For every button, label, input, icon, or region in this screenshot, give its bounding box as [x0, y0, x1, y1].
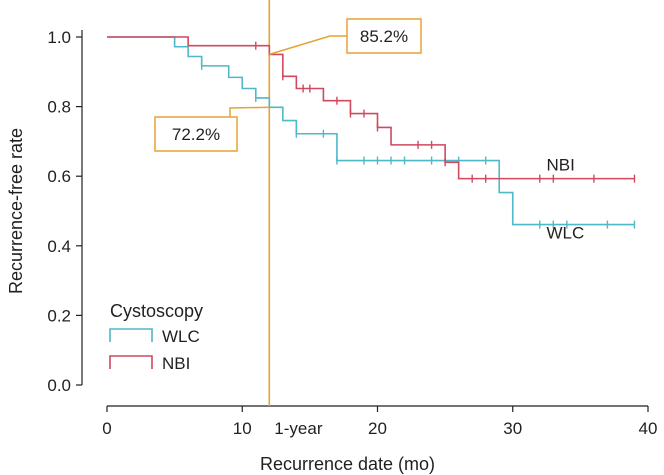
- wlc-callout-box: [154, 116, 238, 152]
- y-tick-label: 0.2: [47, 306, 71, 325]
- y-tick-label: 0.6: [47, 167, 71, 186]
- x-axis-title: Recurrence date (mo): [260, 454, 435, 474]
- nbi-callout-box: [346, 18, 422, 54]
- wlc-callout-leader: [229, 106, 270, 117]
- y-tick-label: 0.0: [47, 376, 71, 395]
- legend-label-wlc: WLC: [162, 327, 200, 346]
- y-tick-label: 0.4: [47, 237, 71, 256]
- y-tick-label: 0.8: [47, 98, 71, 117]
- nbi-callout-leader: [269, 35, 347, 56]
- curves: WLC NBI: [107, 36, 636, 243]
- legend-label-nbi: NBI: [162, 354, 190, 373]
- wlc-callout-text: 72.2%: [172, 125, 220, 144]
- legend-title: Cystoscopy: [110, 301, 203, 321]
- wlc-end-label: WLC: [546, 224, 584, 243]
- y-tick-label: 1.0: [47, 28, 71, 47]
- x-tick-label: 10: [233, 419, 252, 438]
- one-year-label: 1-year: [274, 419, 323, 438]
- x-tick-label: 40: [639, 419, 658, 438]
- axes: 0.0 0.2 0.4 0.6 0.8 1.0 0 10 20 30 40 Recurrence da…: [6, 28, 657, 474]
- legend-swatch-wlc: [109, 328, 153, 342]
- reference-line-group: 1-year: [268, 0, 323, 438]
- x-tick-label: 0: [102, 419, 111, 438]
- legend: Cystoscopy WLC NBI: [109, 301, 203, 373]
- y-axis-title: Recurrence-free rate: [6, 128, 26, 294]
- wlc-curve: [107, 36, 635, 226]
- nbi-end-label: NBI: [546, 156, 574, 175]
- x-tick-label: 30: [503, 419, 522, 438]
- legend-swatch-nbi: [109, 355, 153, 369]
- callouts: 85.2% 72.2%: [154, 18, 422, 152]
- x-tick-label: 20: [368, 419, 387, 438]
- nbi-callout-text: 85.2%: [360, 27, 408, 46]
